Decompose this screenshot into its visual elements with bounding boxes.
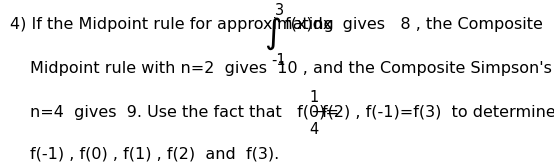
Text: 4) If the Midpoint rule for approximating: 4) If the Midpoint rule for approximatin… — [10, 17, 334, 32]
Text: f(2) , f(-1)=f(3)  to determine: f(2) , f(-1)=f(3) to determine — [322, 104, 554, 119]
Text: n=4  gives  9. Use the fact that   f(0)=: n=4 gives 9. Use the fact that f(0)= — [30, 104, 340, 119]
Text: $\int$: $\int$ — [264, 15, 282, 52]
Text: 1: 1 — [310, 90, 319, 105]
Text: —: — — [311, 104, 326, 119]
Text: f(-1) , f(0) , f(1) , f(2)  and  f(3).: f(-1) , f(0) , f(1) , f(2) and f(3). — [30, 146, 280, 161]
Text: Midpoint rule with n=2  gives  10 , and the Composite Simpson's rule with: Midpoint rule with n=2 gives 10 , and th… — [30, 60, 554, 75]
Text: f(x)dx  gives   8 , the Composite: f(x)dx gives 8 , the Composite — [285, 17, 542, 32]
Text: 4: 4 — [310, 122, 319, 137]
Text: -1: -1 — [271, 53, 286, 68]
Text: 3: 3 — [275, 3, 284, 18]
